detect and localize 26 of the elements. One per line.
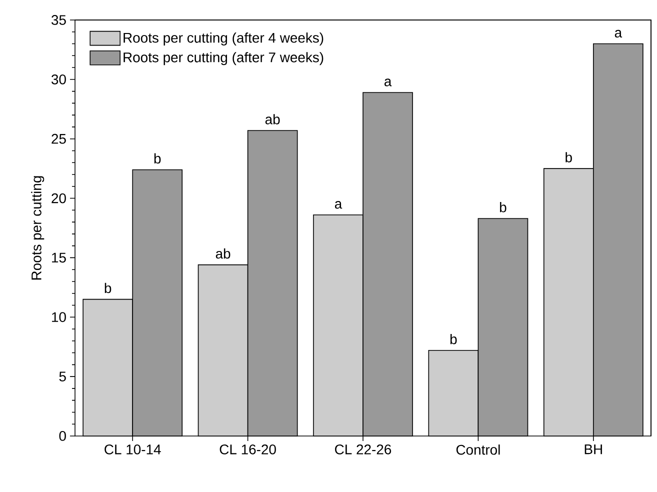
annotation: ab bbox=[265, 114, 280, 124]
annotation: ab bbox=[216, 248, 230, 259]
annotation: b bbox=[566, 152, 572, 162]
annotation: b bbox=[500, 202, 506, 212]
annotation: b bbox=[154, 153, 161, 164]
legend-label: Roots per cutting (after 7 weeks) bbox=[124, 52, 324, 66]
x-tick-label: CL 16-20 bbox=[220, 444, 276, 454]
x-tick-label: CL 10-14 bbox=[104, 444, 161, 454]
y-tick-label: 35 bbox=[52, 15, 66, 25]
y-tick-label: 5 bbox=[59, 372, 66, 382]
y-tick-label: 10 bbox=[52, 312, 66, 322]
annotation: a bbox=[384, 78, 392, 86]
annotation: b bbox=[104, 282, 112, 294]
y-tick-label: 0 bbox=[59, 431, 66, 441]
y-axis-title: Roots per cutting bbox=[31, 176, 44, 280]
x-tick-label: BH bbox=[584, 444, 602, 454]
annotation: a bbox=[334, 201, 342, 209]
annotation: b bbox=[450, 334, 457, 344]
y-tick-label: 15 bbox=[52, 252, 66, 263]
legend-label: Roots per cutting (after 4 weeks) bbox=[124, 32, 324, 46]
y-tick-label: 30 bbox=[52, 74, 66, 84]
y-tick-label: 20 bbox=[52, 193, 66, 204]
annotation: a bbox=[614, 30, 622, 38]
x-tick-label: CL 22-26 bbox=[335, 444, 392, 454]
y-tick-label: 25 bbox=[52, 134, 66, 144]
x-tick-label: Control bbox=[456, 444, 500, 455]
